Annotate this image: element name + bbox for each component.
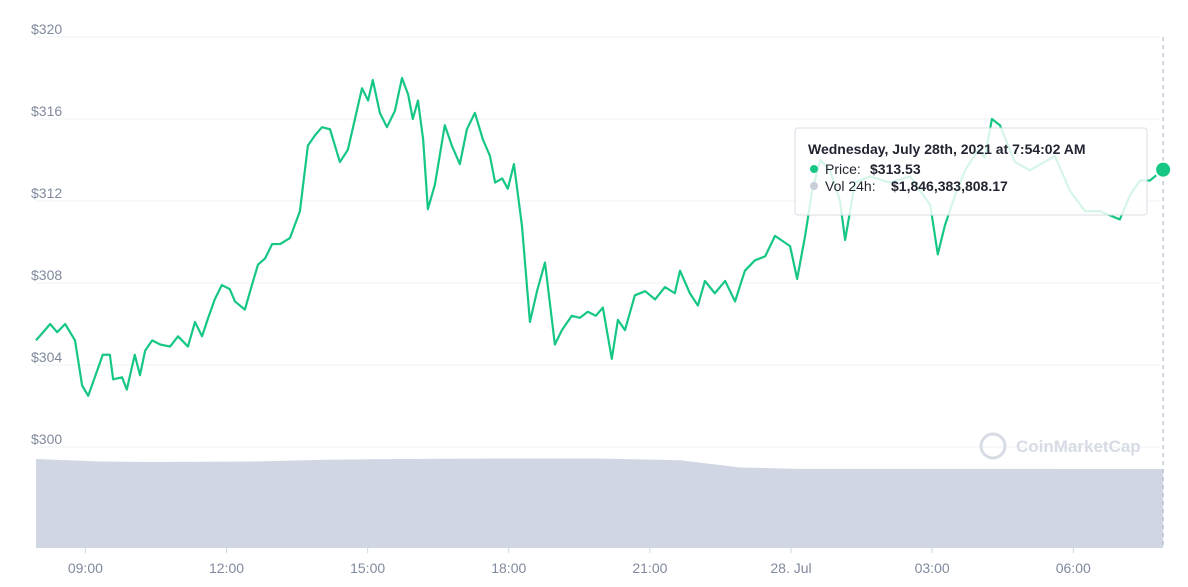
y-tick-label: $304 [31,349,62,365]
tooltip-volume-dot [810,182,818,190]
x-tick-label: 12:00 [209,560,244,576]
tooltip-price-dot [810,165,818,173]
x-tick-label: 09:00 [68,560,103,576]
watermark-text: CoinMarketCap [1016,437,1141,456]
y-tick-label: $312 [31,185,62,201]
tooltip: Wednesday, July 28th, 2021 at 7:54:02 AM… [794,127,1148,216]
hover-point [1154,160,1173,179]
price-line [35,76,1164,397]
y-tick-label: $300 [31,431,62,447]
tooltip-volume: $1,846,383,808.17 [891,178,1008,194]
x-tick-label: 28. Jul [770,560,811,576]
y-tick-label: $320 [31,21,62,37]
tooltip-box [794,127,1148,216]
x-tick-label: 18:00 [491,560,526,576]
x-tick-label: 03:00 [915,560,950,576]
y-tick-label: $308 [31,267,62,283]
y-tick-label: $316 [31,103,62,119]
tooltip-date: Wednesday, July 28th, 2021 at 7:54:02 AM [808,141,1086,157]
x-tick-label: 21:00 [632,560,667,576]
tooltip-volume-label: Vol 24h: [825,178,876,194]
volume-area [36,458,1164,548]
watermark: CoinMarketCap [979,432,1141,460]
tooltip-price-label: Price: [825,161,861,177]
watermark-icon [979,432,1007,460]
tooltip-price: $313.53 [870,161,921,177]
x-tick-label: 15:00 [350,560,385,576]
x-tick-label: 06:00 [1056,560,1091,576]
